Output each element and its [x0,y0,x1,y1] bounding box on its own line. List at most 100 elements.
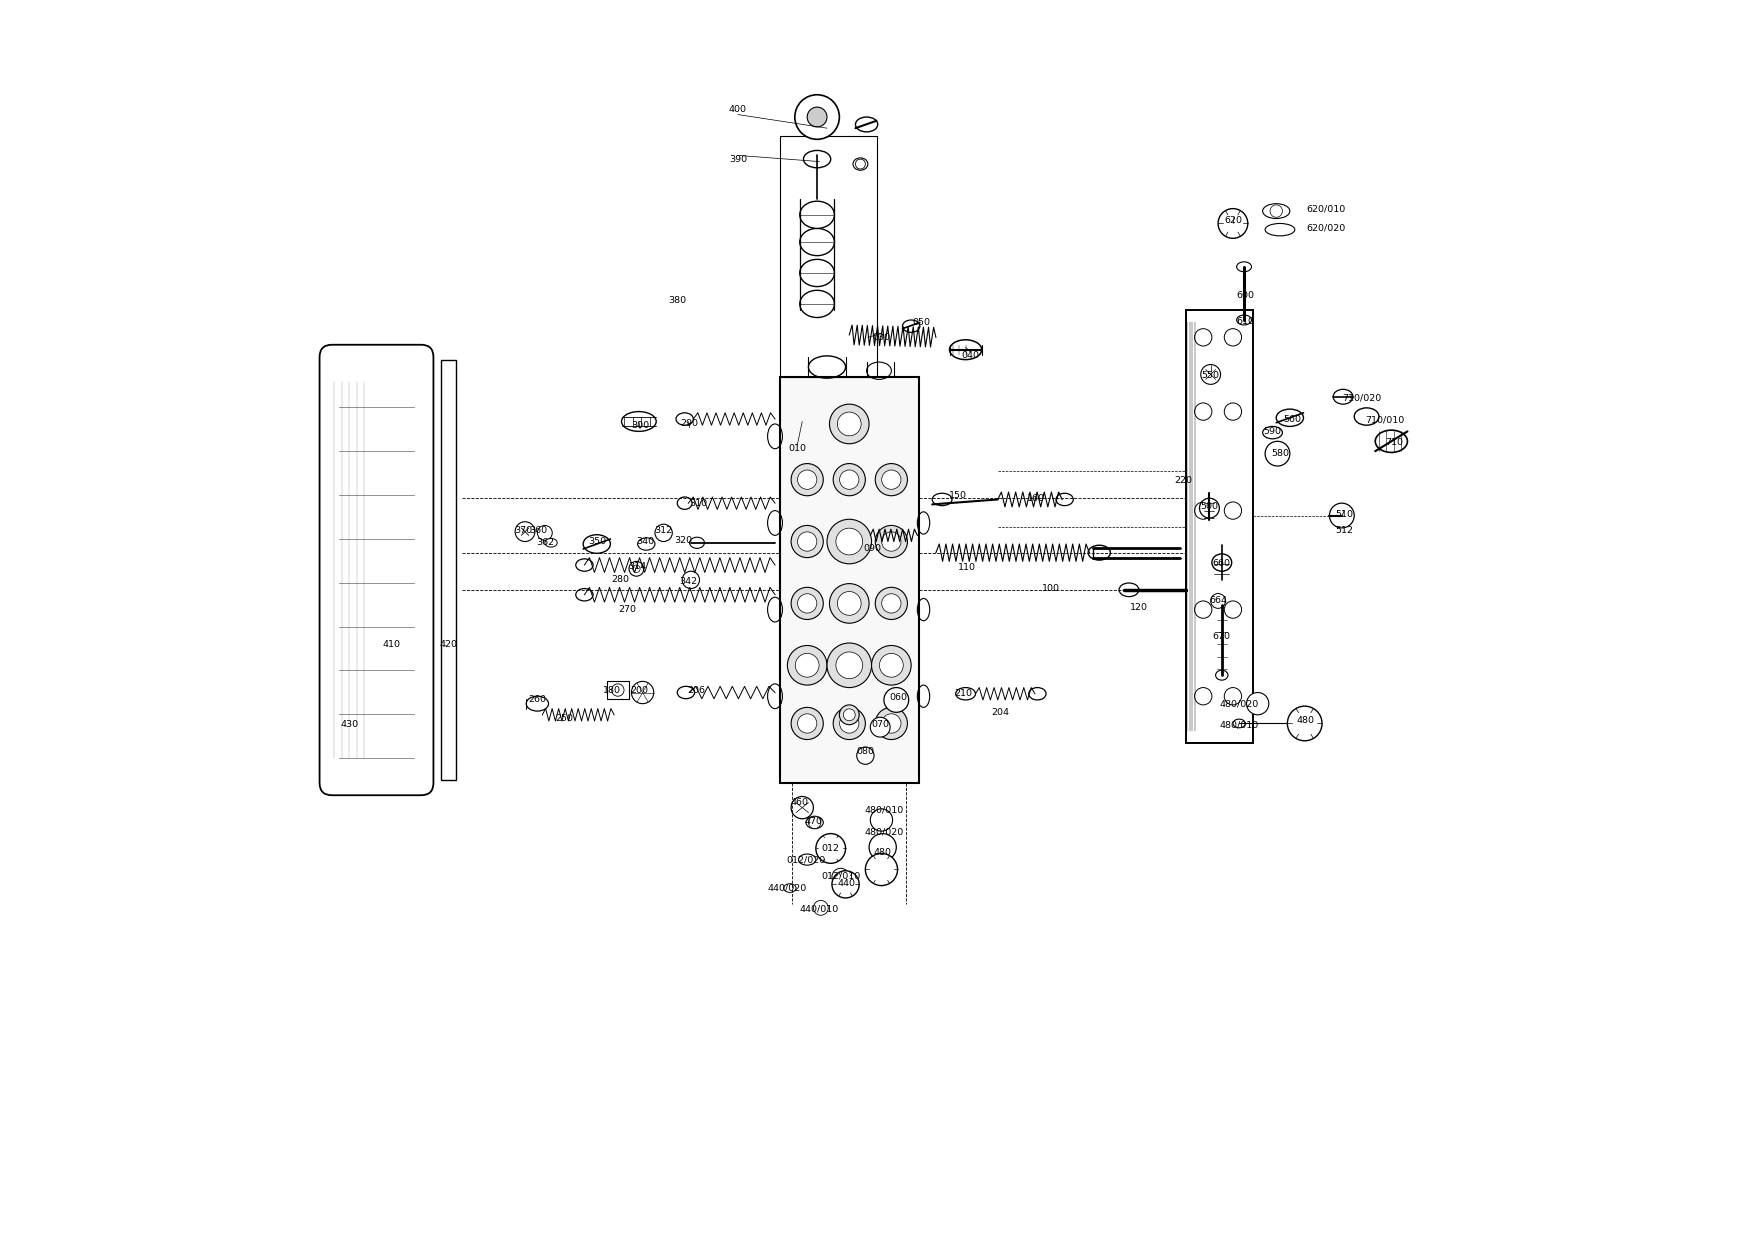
Text: 060: 060 [891,693,908,703]
Circle shape [869,809,892,831]
Circle shape [1194,502,1211,519]
Circle shape [1218,208,1248,238]
Ellipse shape [638,538,656,550]
Circle shape [875,463,908,496]
Text: 070: 070 [871,720,889,730]
Text: 206: 206 [687,685,705,695]
Ellipse shape [1334,389,1353,404]
Ellipse shape [545,539,557,548]
Circle shape [794,94,840,139]
Circle shape [815,834,845,864]
Bar [780,135,876,377]
Ellipse shape [1236,315,1252,325]
Bar [780,377,919,783]
Circle shape [656,524,673,541]
Circle shape [1224,601,1241,618]
Text: 480: 480 [873,847,892,856]
Circle shape [880,653,903,678]
Text: 400: 400 [729,105,747,114]
Circle shape [1199,498,1220,518]
Circle shape [833,871,859,898]
Text: 440: 440 [838,878,855,887]
Circle shape [1211,593,1225,608]
Circle shape [798,532,817,551]
Text: 480/020: 480/020 [864,828,903,836]
Text: 080: 080 [857,747,875,757]
Text: 670: 670 [1213,632,1231,642]
Text: 300: 300 [631,421,649,430]
Circle shape [806,107,827,126]
Text: 050: 050 [912,318,931,327]
Ellipse shape [955,688,975,700]
Circle shape [1271,204,1283,217]
Circle shape [1194,601,1211,618]
Ellipse shape [784,883,796,892]
Circle shape [840,705,859,725]
Circle shape [629,561,643,576]
Text: 110: 110 [957,563,976,572]
Circle shape [633,565,640,572]
Ellipse shape [1262,203,1290,218]
Circle shape [1224,502,1241,519]
Circle shape [840,470,859,489]
Text: 480: 480 [1297,716,1315,726]
Text: 350: 350 [587,536,607,546]
Circle shape [882,532,901,551]
Text: 500: 500 [1201,502,1218,512]
Text: 480/010: 480/010 [864,805,903,814]
Ellipse shape [526,696,549,711]
Circle shape [866,854,898,886]
Text: 370: 370 [515,525,533,535]
FancyBboxPatch shape [319,344,433,795]
Ellipse shape [575,589,593,601]
Bar [780,135,876,377]
Circle shape [1329,503,1355,528]
Text: 480/020: 480/020 [1220,699,1259,709]
Ellipse shape [799,201,834,228]
Text: 270: 270 [619,605,636,615]
Text: 660: 660 [1213,559,1231,569]
Circle shape [1201,364,1220,384]
Text: 620/020: 620/020 [1306,224,1345,233]
Ellipse shape [1355,408,1380,425]
Circle shape [612,684,624,696]
Text: 012: 012 [822,844,840,852]
Text: 380: 380 [668,296,687,305]
Circle shape [791,463,824,496]
Text: 710/010: 710/010 [1366,416,1404,425]
Circle shape [808,817,820,829]
Text: 480/010: 480/010 [1220,720,1259,730]
Circle shape [833,463,866,496]
Circle shape [798,470,817,489]
Ellipse shape [1055,493,1073,506]
Circle shape [869,717,891,737]
Circle shape [798,593,817,613]
Text: 340: 340 [636,536,654,546]
Circle shape [682,571,699,589]
Text: 210: 210 [954,689,973,699]
Circle shape [869,834,896,861]
Text: 320: 320 [675,535,692,545]
Circle shape [838,413,861,436]
Circle shape [1224,403,1241,420]
Circle shape [1246,693,1269,715]
Ellipse shape [1376,430,1408,452]
Text: 620/010: 620/010 [1306,204,1345,213]
Ellipse shape [1236,261,1252,271]
Ellipse shape [677,686,694,699]
Circle shape [791,797,813,819]
Bar [1185,310,1253,743]
Circle shape [871,646,912,685]
Ellipse shape [950,339,982,359]
Ellipse shape [677,497,692,509]
Circle shape [882,593,901,613]
Circle shape [836,652,862,679]
Text: 100: 100 [1041,584,1061,593]
Text: 430: 430 [340,720,358,730]
Text: 204: 204 [990,707,1010,717]
Ellipse shape [1276,409,1304,426]
Circle shape [857,747,875,764]
Circle shape [833,869,848,886]
Text: 040: 040 [962,352,980,361]
Text: 390: 390 [729,155,747,164]
